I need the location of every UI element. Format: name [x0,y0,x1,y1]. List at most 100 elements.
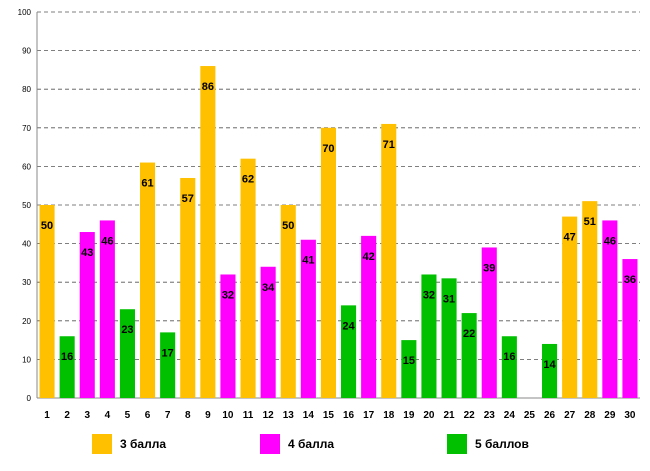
data-label-19: 15 [403,355,415,367]
bar-18 [381,123,397,398]
x-tick-label-4: 4 [105,410,111,421]
y-tick-label: 40 [22,240,31,249]
data-label-10: 32 [222,289,234,301]
x-axis: 1 2 3 4 5 6 7 8 9 10 11 12 13 14 15 16 17 18 19 20 21 22 23 24 2… [44,410,636,421]
x-tick-label-6: 6 [145,410,151,421]
y-tick-label: 20 [22,317,31,326]
bar-6 [140,162,156,398]
y-tick-label: 10 [22,355,31,364]
data-label-28: 51 [584,216,596,228]
bar-22 [461,313,477,398]
bar-9 [200,66,216,398]
y-tick-label: 30 [22,278,31,287]
data-label-15: 70 [322,143,334,155]
bar-5 [119,309,135,398]
x-tick-label-25: 25 [524,410,536,421]
y-tick-label: 70 [22,124,31,133]
bar-2 [59,336,75,398]
x-tick-label-9: 9 [205,410,211,421]
legend-swatch-5 [447,434,467,454]
legend-item-5-ballov: 5 баллов [447,432,529,456]
bar-21 [441,278,457,398]
y-tick-label: 50 [22,201,31,210]
bar-7 [160,332,176,398]
y-tick-label: 100 [18,8,32,17]
x-tick-label-15: 15 [323,410,335,421]
x-tick-label-27: 27 [564,410,576,421]
x-tick-label-3: 3 [84,410,90,421]
data-label-18: 71 [383,139,395,151]
bar-14 [300,239,316,398]
y-tick-label: 90 [22,47,31,56]
bar-19 [401,340,417,398]
x-tick-label-12: 12 [263,410,275,421]
bar-4 [99,220,115,398]
x-tick-label-28: 28 [584,410,596,421]
bar-26 [542,343,558,398]
data-label-2: 16 [61,351,73,363]
y-tick-label: 0 [27,394,32,403]
bar-30 [622,259,638,398]
x-tick-label-11: 11 [243,410,254,421]
data-label-5: 23 [121,324,133,336]
bar-28 [582,201,598,398]
x-tick-label-14: 14 [303,410,315,421]
bar-10 [220,274,236,398]
data-label-6: 61 [141,178,153,190]
data-label-16: 24 [342,320,355,332]
data-label-17: 42 [363,251,375,263]
data-label-13: 50 [282,220,294,232]
x-tick-label-10: 10 [222,410,234,421]
data-label-14: 41 [302,255,314,267]
data-label-4: 46 [101,235,113,247]
data-label-11: 62 [242,174,254,186]
x-tick-label-29: 29 [604,410,616,421]
x-tick-label-13: 13 [283,410,295,421]
data-label-30: 36 [624,274,636,286]
data-label-8: 57 [182,193,194,205]
bar-20 [421,274,437,398]
bar-16 [341,305,357,398]
bar-3 [79,232,95,398]
x-tick-label-21: 21 [443,410,455,421]
legend-item-3-balla: 3 балла [92,432,166,456]
y-axis: 0 10 20 30 40 50 60 70 80 90 100 [18,8,640,403]
bar-13 [280,205,296,398]
data-label-29: 46 [604,235,616,247]
data-label-26: 14 [543,359,556,371]
legend-label-4: 4 балла [288,437,335,451]
bar-24 [501,336,517,398]
x-tick-label-30: 30 [624,410,636,421]
x-tick-label-24: 24 [504,410,516,421]
x-tick-label-1: 1 [44,410,50,421]
data-label-20: 32 [423,289,435,301]
x-tick-label-16: 16 [343,410,355,421]
bar-11 [240,158,256,398]
legend-swatch-3 [92,434,112,454]
data-label-24: 16 [503,351,515,363]
x-tick-label-19: 19 [403,410,415,421]
x-tick-label-26: 26 [544,410,556,421]
x-tick-label-7: 7 [165,410,171,421]
bar-15 [320,127,336,399]
bar-1 [39,205,55,398]
x-tick-label-20: 20 [423,410,435,421]
legend-item-4-balla: 4 балла [260,432,334,456]
x-tick-label-18: 18 [383,410,395,421]
bars: 50 16 43 46 23 61 17 57 86 32 62 34 50 41 70 24 42 71 15 32… [39,66,638,399]
x-tick-label-5: 5 [125,410,131,421]
legend-label-3: 3 балла [120,437,167,451]
legend-label-5: 5 баллов [475,437,529,451]
y-tick-label: 80 [22,85,31,94]
data-label-3: 43 [81,247,93,259]
gridlines [37,11,640,360]
x-tick-label-22: 22 [464,410,476,421]
data-label-23: 39 [483,262,495,274]
data-label-9: 86 [202,81,214,93]
data-label-22: 22 [463,328,475,340]
bar-27 [562,216,578,398]
bar-23 [481,247,497,398]
bar-12 [260,266,276,398]
x-tick-label-8: 8 [185,410,191,421]
